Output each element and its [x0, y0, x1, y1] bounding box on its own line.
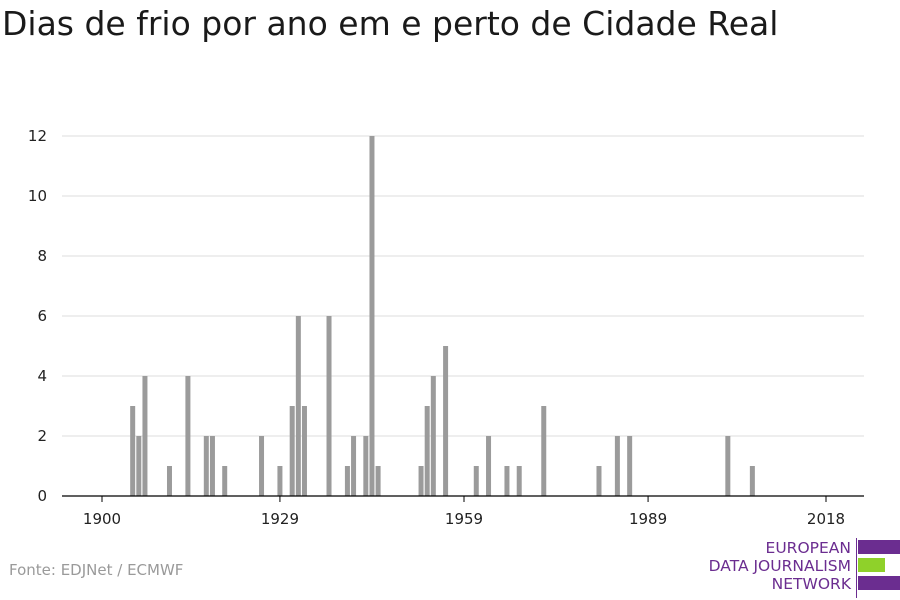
bar-1966 — [504, 466, 510, 496]
bar-1933 — [301, 406, 307, 496]
grid-lines — [62, 135, 864, 437]
bar-1926 — [259, 436, 265, 496]
bar-1972 — [541, 406, 547, 496]
edjnet-logo: EUROPEAN DATA JOURNALISM NETWORK — [700, 538, 900, 598]
bar-1911 — [166, 466, 172, 496]
logo-bar-purple-bottom — [858, 576, 900, 590]
bar-1956 — [443, 346, 449, 496]
logo-text-data-journalism: DATA JOURNALISM — [708, 557, 851, 575]
y-tick-label-4: 4 — [37, 367, 47, 385]
bar-1941 — [351, 436, 357, 496]
bar-2006 — [749, 466, 755, 496]
bar-1905 — [130, 406, 136, 496]
bar-1929 — [277, 466, 283, 496]
bar-1906 — [136, 436, 142, 496]
y-tick-label-10: 10 — [28, 187, 47, 205]
bar-1963 — [486, 436, 492, 496]
bar-2002 — [725, 436, 731, 496]
bar-1932 — [295, 316, 301, 496]
y-tick-label-2: 2 — [37, 427, 47, 445]
bar-1940 — [344, 466, 350, 496]
logo-text-european: EUROPEAN — [765, 539, 851, 557]
logo-bar-green — [858, 558, 885, 572]
bar-1981 — [596, 466, 602, 496]
bar-1937 — [326, 316, 332, 496]
x-tick-label-1959: 1959 — [445, 510, 483, 528]
axes: 0 2 4 6 8 10 12 1900 1929 1959 1989 2018 — [28, 127, 864, 528]
bar-1907 — [142, 376, 148, 496]
x-tick-label-2018: 2018 — [807, 510, 845, 528]
bar-1945 — [375, 466, 381, 496]
logo-divider — [856, 538, 857, 598]
y-tick-label-8: 8 — [37, 247, 47, 265]
chart-title: Dias de frio por ano em e perto de Cidad… — [2, 4, 779, 43]
bar-1953 — [424, 406, 430, 496]
y-tick-label-0: 0 — [37, 487, 47, 505]
y-tick-label-12: 12 — [28, 127, 47, 145]
bar-1961 — [473, 466, 479, 496]
y-tick-label-6: 6 — [37, 307, 47, 325]
bar-1920 — [222, 466, 228, 496]
bar-1952 — [418, 466, 424, 496]
bar-1918 — [209, 436, 215, 496]
bar-1914 — [185, 376, 191, 496]
bar-1944 — [369, 136, 375, 496]
bar-1917 — [203, 436, 209, 496]
bars — [130, 136, 755, 496]
bar-1943 — [363, 436, 369, 496]
bar-1968 — [516, 466, 522, 496]
bar-1931 — [289, 406, 295, 496]
logo-text-network: NETWORK — [771, 575, 851, 593]
x-tick-label-1989: 1989 — [629, 510, 667, 528]
bar-1984 — [614, 436, 620, 496]
source-note: Fonte: EDJNet / ECMWF — [9, 561, 184, 579]
x-tick-label-1900: 1900 — [83, 510, 121, 528]
bar-1954 — [430, 376, 436, 496]
x-tick-label-1929: 1929 — [261, 510, 299, 528]
logo-bar-purple-top — [858, 540, 900, 554]
bar-1986 — [627, 436, 633, 496]
